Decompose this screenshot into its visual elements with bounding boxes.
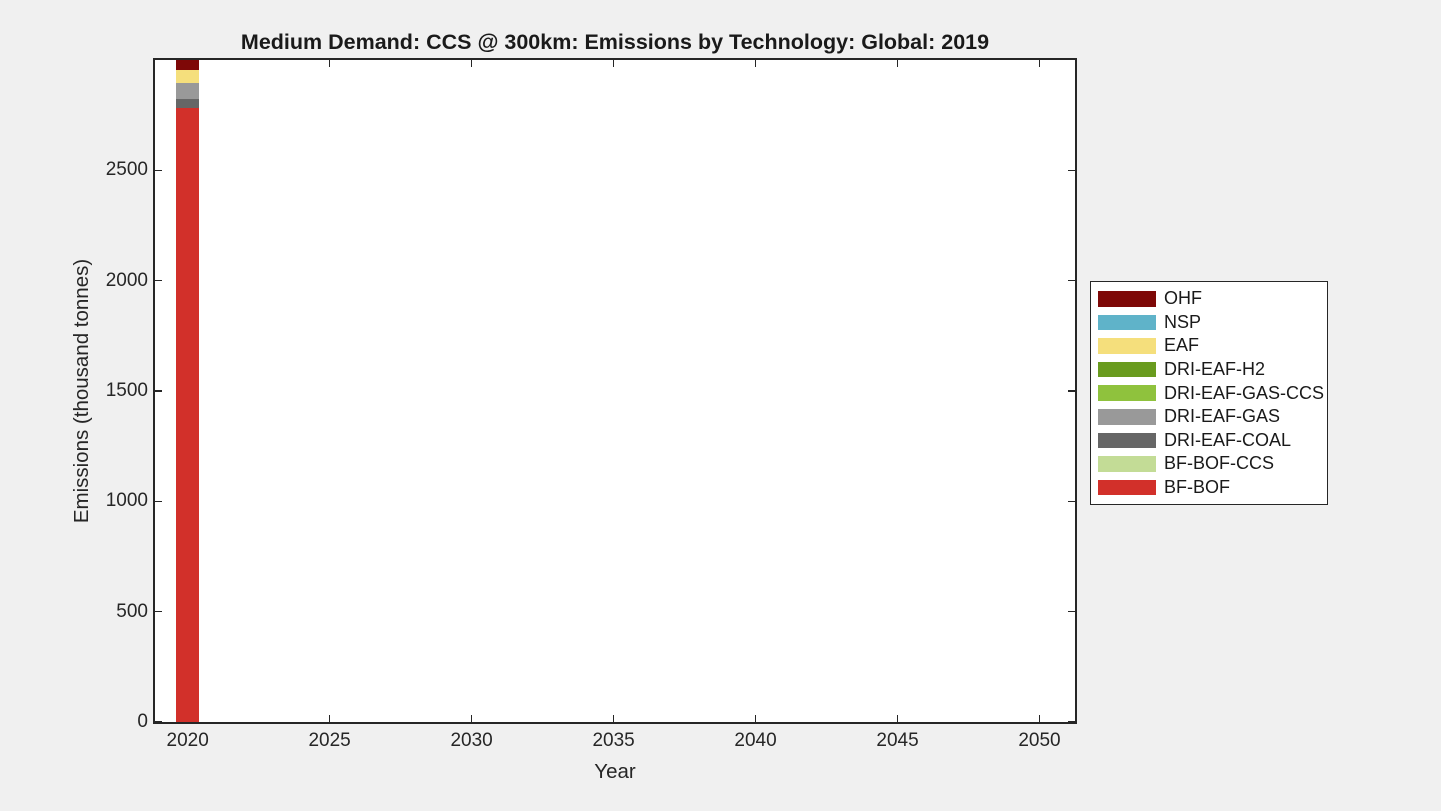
x-axis-label: Year — [594, 760, 636, 783]
plot-area — [153, 58, 1077, 724]
bar-segment-EAF — [176, 69, 199, 83]
legend-label: NSP — [1164, 311, 1202, 332]
x-tick-mark — [754, 60, 757, 67]
x-tick-mark — [612, 60, 615, 67]
legend-item: DRI-EAF-GAS — [1098, 405, 1321, 429]
legend-swatch — [1098, 338, 1156, 354]
legend-label: DRI-EAF-GAS-CCS — [1164, 382, 1325, 403]
y-tick-mark — [155, 390, 162, 392]
legend-item: BF-BOF-CCS — [1098, 452, 1321, 476]
x-tick-label: 2035 — [592, 730, 635, 751]
x-tick-label: 2025 — [308, 730, 351, 751]
chart-title: Medium Demand: CCS @ 300km: Emissions by… — [240, 30, 990, 54]
x-tick-mark — [896, 60, 899, 67]
x-tick-mark — [1038, 60, 1041, 67]
legend-swatch — [1098, 361, 1156, 378]
legend-label: DRI-EAF-H2 — [1164, 359, 1266, 380]
legend-item: NSP — [1098, 311, 1321, 335]
y-tick-label: 1000 — [105, 490, 148, 512]
y-tick-label: 1500 — [105, 380, 148, 401]
x-tick-label: 2050 — [1018, 730, 1061, 751]
y-tick-label: 500 — [116, 600, 148, 622]
x-tick-label: 2040 — [734, 730, 777, 751]
y-tick-mark — [1068, 610, 1075, 613]
x-tick-mark — [896, 715, 899, 722]
y-tick-label: 2500 — [105, 159, 148, 181]
x-tick-label: 2030 — [450, 730, 493, 751]
y-tick-label: 2000 — [105, 269, 148, 291]
legend-item: DRI-EAF-GAS-CCS — [1098, 381, 1325, 405]
legend-swatch — [1098, 409, 1156, 425]
x-tick-mark — [328, 60, 331, 67]
legend-item: EAF — [1098, 334, 1321, 358]
legend-label: EAF — [1164, 335, 1200, 356]
legend-label: DRI-EAF-COAL — [1164, 429, 1292, 450]
legend-label: OHF — [1164, 288, 1202, 309]
x-tick-mark — [328, 715, 331, 722]
bar-segment-BF-BOF — [176, 107, 199, 722]
x-tick-label: 2020 — [166, 730, 209, 751]
y-tick-mark — [1068, 721, 1075, 723]
y-tick-label: 0 — [137, 711, 148, 732]
legend-swatch — [1098, 479, 1156, 496]
y-tick-mark — [1068, 169, 1075, 172]
x-tick-mark — [612, 715, 615, 722]
y-tick-mark — [155, 610, 162, 613]
legend-label: DRI-EAF-GAS — [1164, 406, 1281, 427]
bar-segment-DRI-EAF-COAL — [176, 98, 199, 108]
x-tick-mark — [1038, 715, 1041, 722]
x-tick-mark — [754, 715, 757, 722]
y-tick-mark — [1068, 390, 1075, 392]
y-tick-mark — [1068, 279, 1075, 282]
legend-swatch — [1098, 314, 1156, 331]
x-tick-mark — [470, 715, 473, 722]
y-tick-mark — [155, 169, 162, 172]
x-tick-label: 2045 — [876, 730, 919, 751]
legend-swatch — [1098, 291, 1156, 307]
y-tick-mark — [155, 279, 162, 282]
legend-swatch — [1098, 432, 1156, 449]
legend-item: DRI-EAF-H2 — [1098, 358, 1321, 382]
x-tick-mark — [470, 60, 473, 67]
legend-item: OHF — [1098, 287, 1321, 311]
legend-item: BF-BOF — [1098, 476, 1321, 500]
y-tick-mark — [1068, 500, 1075, 503]
bar-segment-DRI-EAF-GAS — [176, 82, 199, 99]
legend-swatch — [1098, 385, 1156, 401]
legend-label: BF-BOF-CCS — [1164, 453, 1274, 474]
legend-item: DRI-EAF-COAL — [1098, 429, 1321, 453]
y-tick-mark — [155, 500, 162, 503]
legend: OHF NSP EAF DRI-EAF-H2 DRI-EAF-GAS-CCS DRI-EA… — [1090, 281, 1328, 506]
legend-label: BF-BOF — [1164, 477, 1230, 498]
bar-segment-OHF — [176, 60, 199, 70]
y-tick-mark — [155, 721, 162, 723]
legend-swatch — [1098, 456, 1156, 472]
